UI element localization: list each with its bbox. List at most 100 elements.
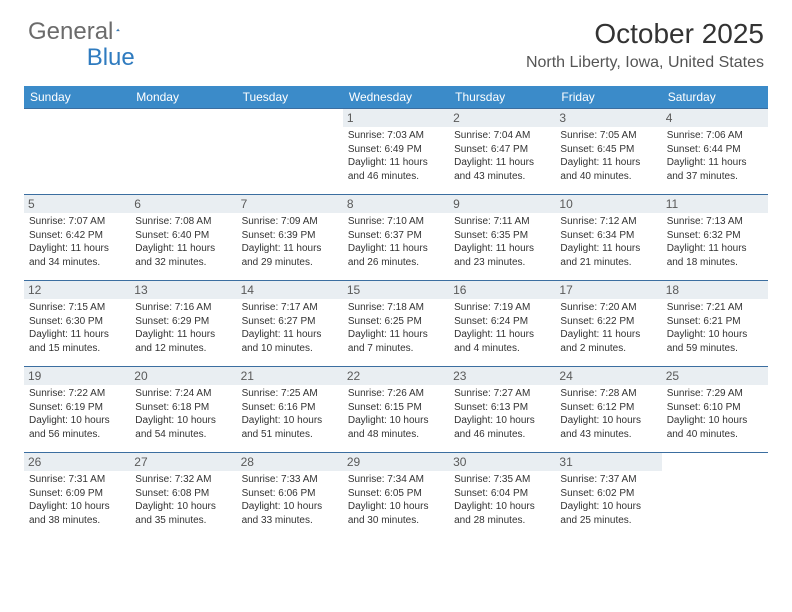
day-number: 8 <box>343 195 449 213</box>
calendar-day-cell: 31 Sunrise: 7:37 AMSunset: 6:02 PMDayligh… <box>555 453 661 539</box>
calendar-day-cell <box>24 109 130 195</box>
weekday-header: Friday <box>555 86 661 109</box>
day-number: 11 <box>662 195 768 213</box>
day-sun-info: Sunrise: 7:29 AMSunset: 6:10 PMDaylight:… <box>667 387 763 441</box>
day-number: 2 <box>449 109 555 127</box>
calendar-day-cell: 30Sunrise: 7:35 AMSunset: 6:04 PMDayligh… <box>449 453 555 539</box>
calendar-day-cell: 8 Sunrise: 7:10 AMSunset: 6:37 PMDaylight… <box>343 195 449 281</box>
day-sun-info: Sunrise: 7:17 AMSunset: 6:27 PMDaylight:… <box>242 301 338 355</box>
calendar-day-cell: 6Sunrise: 7:08 AMSunset: 6:40 PMDaylight… <box>130 195 236 281</box>
calendar-day-cell <box>130 109 236 195</box>
day-number: 1 <box>343 109 449 127</box>
calendar-day-cell: 4 Sunrise: 7:06 AMSunset: 6:44 PMDaylight… <box>662 109 768 195</box>
calendar-day-cell: 18 Sunrise: 7:21 AMSunset: 6:21 PMDayligh… <box>662 281 768 367</box>
calendar-day-cell: 22 Sunrise: 7:26 AMSunset: 6:15 PMDayligh… <box>343 367 449 453</box>
calendar-day-cell: 9Sunrise: 7:11 AMSunset: 6:35 PMDaylight… <box>449 195 555 281</box>
day-sun-info: Sunrise: 7:26 AMSunset: 6:15 PMDaylight:… <box>348 387 444 441</box>
day-sun-info: Sunrise: 7:05 AMSunset: 6:45 PMDaylight:… <box>560 129 656 183</box>
day-sun-info: Sunrise: 7:35 AMSunset: 6:04 PMDaylight:… <box>454 473 550 527</box>
day-sun-info: Sunrise: 7:12 AMSunset: 6:34 PMDaylight:… <box>560 215 656 269</box>
day-number: 26 <box>24 453 130 471</box>
day-number: 5 <box>24 195 130 213</box>
day-number: 3 <box>555 109 661 127</box>
calendar-day-cell: 29 Sunrise: 7:34 AMSunset: 6:05 PMDayligh… <box>343 453 449 539</box>
calendar-body: 1 Sunrise: 7:03 AMSunset: 6:49 PMDaylight… <box>24 109 768 539</box>
weekday-header: Monday <box>130 86 236 109</box>
day-number: 15 <box>343 281 449 299</box>
calendar-day-cell: 19 Sunrise: 7:22 AMSunset: 6:19 PMDayligh… <box>24 367 130 453</box>
day-number: 22 <box>343 367 449 385</box>
day-sun-info: Sunrise: 7:37 AMSunset: 6:02 PMDaylight:… <box>560 473 656 527</box>
logo: General <box>28 18 138 46</box>
day-sun-info: Sunrise: 7:33 AMSunset: 6:06 PMDaylight:… <box>242 473 338 527</box>
weekday-header: Sunday <box>24 86 130 109</box>
day-sun-info: Sunrise: 7:10 AMSunset: 6:37 PMDaylight:… <box>348 215 444 269</box>
day-number: 16 <box>449 281 555 299</box>
day-sun-info: Sunrise: 7:20 AMSunset: 6:22 PMDaylight:… <box>560 301 656 355</box>
day-number: 24 <box>555 367 661 385</box>
day-sun-info: Sunrise: 7:22 AMSunset: 6:19 PMDaylight:… <box>29 387 125 441</box>
day-sun-info: Sunrise: 7:04 AMSunset: 6:47 PMDaylight:… <box>454 129 550 183</box>
day-number: 13 <box>130 281 236 299</box>
calendar-day-cell: 28 Sunrise: 7:33 AMSunset: 6:06 PMDayligh… <box>237 453 343 539</box>
day-number: 14 <box>237 281 343 299</box>
day-number: 27 <box>130 453 236 471</box>
day-number: 28 <box>237 453 343 471</box>
calendar-day-cell: 27Sunrise: 7:32 AMSunset: 6:08 PMDayligh… <box>130 453 236 539</box>
calendar-day-cell: 3 Sunrise: 7:05 AMSunset: 6:45 PMDaylight… <box>555 109 661 195</box>
day-sun-info: Sunrise: 7:24 AMSunset: 6:18 PMDaylight:… <box>135 387 231 441</box>
calendar-week-row: 5Sunrise: 7:07 AMSunset: 6:42 PMDaylight… <box>24 195 768 281</box>
logo-sail-icon <box>116 21 120 39</box>
calendar-week-row: 19 Sunrise: 7:22 AMSunset: 6:19 PMDayligh… <box>24 367 768 453</box>
calendar-table: SundayMondayTuesdayWednesdayThursdayFrid… <box>24 86 768 539</box>
weekday-header: Thursday <box>449 86 555 109</box>
logo-blue-text-wrap: GeneBlue <box>28 44 135 72</box>
calendar-header-row: SundayMondayTuesdayWednesdayThursdayFrid… <box>24 86 768 109</box>
calendar-day-cell: 25Sunrise: 7:29 AMSunset: 6:10 PMDayligh… <box>662 367 768 453</box>
day-sun-info: Sunrise: 7:16 AMSunset: 6:29 PMDaylight:… <box>135 301 231 355</box>
day-sun-info: Sunrise: 7:34 AMSunset: 6:05 PMDaylight:… <box>348 473 444 527</box>
day-number: 21 <box>237 367 343 385</box>
day-sun-info: Sunrise: 7:03 AMSunset: 6:49 PMDaylight:… <box>348 129 444 183</box>
day-sun-info: Sunrise: 7:27 AMSunset: 6:13 PMDaylight:… <box>454 387 550 441</box>
calendar-day-cell: 17 Sunrise: 7:20 AMSunset: 6:22 PMDayligh… <box>555 281 661 367</box>
day-number: 29 <box>343 453 449 471</box>
day-number: 18 <box>662 281 768 299</box>
day-number: 12 <box>24 281 130 299</box>
day-number: 31 <box>555 453 661 471</box>
calendar-day-cell: 26 Sunrise: 7:31 AMSunset: 6:09 PMDayligh… <box>24 453 130 539</box>
day-number: 19 <box>24 367 130 385</box>
weekday-header: Tuesday <box>237 86 343 109</box>
calendar-day-cell: 11Sunrise: 7:13 AMSunset: 6:32 PMDayligh… <box>662 195 768 281</box>
calendar-day-cell: 15Sunrise: 7:18 AMSunset: 6:25 PMDayligh… <box>343 281 449 367</box>
day-number: 20 <box>130 367 236 385</box>
calendar-day-cell: 10 Sunrise: 7:12 AMSunset: 6:34 PMDayligh… <box>555 195 661 281</box>
location-subtitle: North Liberty, Iowa, United States <box>526 54 764 72</box>
title-block: October 2025 North Liberty, Iowa, United… <box>526 18 764 72</box>
calendar-day-cell <box>662 453 768 539</box>
day-sun-info: Sunrise: 7:25 AMSunset: 6:16 PMDaylight:… <box>242 387 338 441</box>
day-number: 10 <box>555 195 661 213</box>
logo-text-general: General <box>28 18 113 46</box>
day-sun-info: Sunrise: 7:31 AMSunset: 6:09 PMDaylight:… <box>29 473 125 527</box>
day-sun-info: Sunrise: 7:15 AMSunset: 6:30 PMDaylight:… <box>29 301 125 355</box>
day-sun-info: Sunrise: 7:08 AMSunset: 6:40 PMDaylight:… <box>135 215 231 269</box>
calendar-day-cell <box>237 109 343 195</box>
calendar-week-row: 1 Sunrise: 7:03 AMSunset: 6:49 PMDaylight… <box>24 109 768 195</box>
day-number: 7 <box>237 195 343 213</box>
day-sun-info: Sunrise: 7:21 AMSunset: 6:21 PMDaylight:… <box>667 301 763 355</box>
calendar-day-cell: 23 Sunrise: 7:27 AMSunset: 6:13 PMDayligh… <box>449 367 555 453</box>
calendar-day-cell: 21 Sunrise: 7:25 AMSunset: 6:16 PMDayligh… <box>237 367 343 453</box>
day-number: 17 <box>555 281 661 299</box>
day-number: 4 <box>662 109 768 127</box>
calendar-day-cell: 5Sunrise: 7:07 AMSunset: 6:42 PMDaylight… <box>24 195 130 281</box>
weekday-header: Wednesday <box>343 86 449 109</box>
calendar-day-cell: 12 Sunrise: 7:15 AMSunset: 6:30 PMDayligh… <box>24 281 130 367</box>
page-title: October 2025 <box>526 18 764 50</box>
weekday-header: Saturday <box>662 86 768 109</box>
calendar-week-row: 26 Sunrise: 7:31 AMSunset: 6:09 PMDayligh… <box>24 453 768 539</box>
calendar-day-cell: 13 Sunrise: 7:16 AMSunset: 6:29 PMDayligh… <box>130 281 236 367</box>
day-sun-info: Sunrise: 7:06 AMSunset: 6:44 PMDaylight:… <box>667 129 763 183</box>
calendar-day-cell: 14 Sunrise: 7:17 AMSunset: 6:27 PMDayligh… <box>237 281 343 367</box>
day-number: 23 <box>449 367 555 385</box>
